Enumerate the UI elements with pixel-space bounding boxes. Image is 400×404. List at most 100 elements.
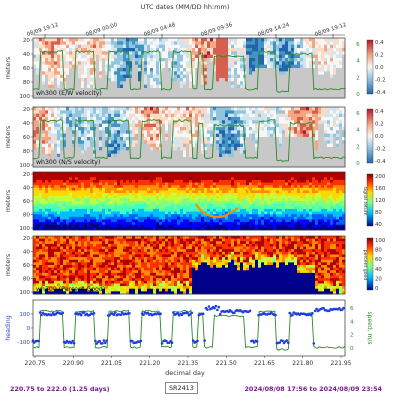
signal-cell (189, 214, 192, 217)
velocity-cell (300, 110, 303, 114)
velocity-cell (219, 137, 222, 141)
signal-cell (72, 198, 75, 201)
velocity-cell (123, 65, 126, 69)
velocity-cell (183, 41, 186, 45)
signal-cell (165, 177, 168, 180)
signal-cell (108, 219, 111, 222)
signal-cell (57, 172, 60, 175)
signal-cell (96, 209, 99, 212)
velocity-cell (333, 41, 336, 45)
velocity-cell (297, 150, 300, 154)
velocity-cell (45, 110, 48, 114)
velocity-cell (174, 137, 177, 141)
signal-cell (186, 198, 189, 201)
velocity-cell (282, 107, 285, 111)
velocity-cell (312, 45, 315, 49)
signal-cell (135, 225, 138, 228)
velocity-cell (204, 117, 207, 121)
signal-cell (63, 175, 66, 178)
velocity-cell (315, 147, 318, 151)
velocity-cell (237, 81, 240, 85)
signal-cell (180, 206, 183, 209)
velocity-cell (57, 41, 60, 45)
velocity-cell (234, 85, 237, 89)
signal-cell (150, 172, 153, 175)
velocity-cell (198, 48, 201, 52)
signal-cell (117, 206, 120, 209)
velocity-cell (198, 117, 201, 121)
velocity-cell (183, 147, 186, 151)
velocity-cell (45, 55, 48, 59)
velocity-cell (54, 78, 57, 82)
signal-cell (42, 175, 45, 178)
signal-cell (186, 201, 189, 204)
signal-cell (189, 201, 192, 204)
velocity-cell (267, 38, 270, 42)
signal-cell (132, 219, 135, 222)
velocity-cell (273, 127, 276, 131)
velocity-cell (297, 130, 300, 134)
velocity-cell (87, 117, 90, 121)
signal-cell (120, 201, 123, 204)
velocity-cell (108, 91, 111, 95)
signal-cell (186, 188, 189, 191)
velocity-cell (90, 114, 93, 118)
velocity-cell (207, 124, 210, 128)
velocity-cell (282, 144, 285, 148)
velocity-cell (129, 91, 132, 95)
signal-cell (186, 185, 189, 188)
velocity-cell (147, 88, 150, 92)
velocity-cell (120, 41, 123, 45)
signal-cell (33, 172, 36, 175)
velocity-cell (303, 137, 306, 141)
velocity-cell (309, 38, 312, 42)
velocity-cell (297, 110, 300, 114)
velocity-cell (102, 68, 105, 72)
velocity-cell (153, 78, 156, 82)
velocity-cell (300, 55, 303, 59)
velocity-cell (300, 154, 303, 158)
velocity-cell (213, 154, 216, 158)
signal-cell (42, 212, 45, 215)
velocity-cell (267, 88, 270, 92)
velocity-cell (87, 58, 90, 62)
velocity-cell (132, 38, 135, 42)
velocity-cell (183, 88, 186, 92)
velocity-cell (84, 107, 87, 111)
velocity-cell (126, 140, 129, 144)
velocity-cell (69, 140, 72, 144)
velocity-cell (240, 68, 243, 72)
velocity-cell (183, 61, 186, 65)
signal-cell (66, 188, 69, 191)
signal-cell (60, 217, 63, 220)
velocity-cell (144, 68, 147, 72)
signal-cell (138, 219, 141, 222)
signal-cell (192, 204, 195, 207)
signal-cell (189, 190, 192, 193)
velocity-cell (117, 78, 120, 82)
velocity-cell (153, 150, 156, 154)
velocity-cell (192, 91, 195, 95)
velocity-cell (300, 117, 303, 121)
signal-cell (180, 180, 183, 183)
signal-cell (189, 217, 192, 220)
velocity-cell (96, 71, 99, 75)
velocity-cell (228, 117, 231, 121)
signal-cell (192, 214, 195, 217)
velocity-cell (237, 144, 240, 148)
velocity-cell (327, 68, 330, 72)
velocity-cell (282, 114, 285, 118)
velocity-cell (249, 130, 252, 134)
velocity-cell (324, 150, 327, 154)
velocity-cell (216, 88, 219, 92)
signal-cell (162, 217, 165, 220)
velocity-cell (78, 71, 81, 75)
velocity-cell (270, 137, 273, 141)
velocity-cell (105, 157, 108, 161)
velocity-cell (210, 45, 213, 49)
signal-cell (147, 209, 150, 212)
velocity-cell (156, 38, 159, 42)
velocity-cell (309, 107, 312, 111)
velocity-cell (312, 48, 315, 52)
velocity-cell (318, 110, 321, 114)
